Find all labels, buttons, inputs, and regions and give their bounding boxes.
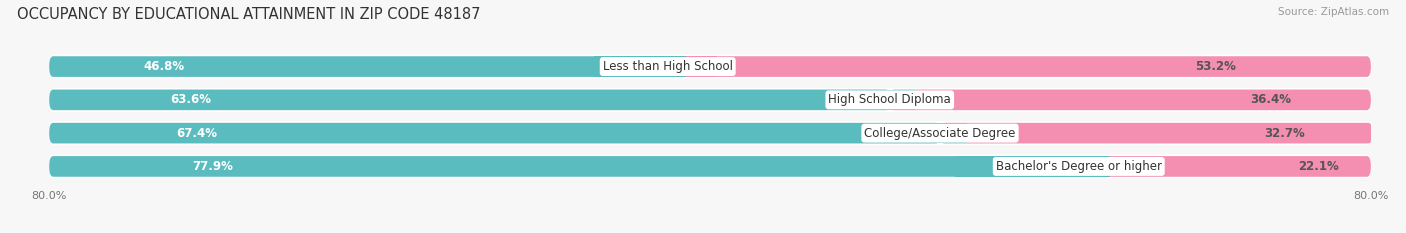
FancyBboxPatch shape	[890, 89, 1371, 110]
Text: 67.4%: 67.4%	[176, 127, 217, 140]
Bar	[612, 56, 717, 77]
Bar	[834, 123, 967, 144]
Text: Less than High School: Less than High School	[603, 60, 733, 73]
FancyBboxPatch shape	[49, 56, 668, 77]
FancyBboxPatch shape	[49, 154, 1371, 178]
Text: Source: ZipAtlas.com: Source: ZipAtlas.com	[1278, 7, 1389, 17]
Bar	[789, 89, 915, 110]
Bar	[955, 156, 1109, 177]
Text: 32.7%: 32.7%	[1264, 127, 1305, 140]
FancyBboxPatch shape	[49, 89, 890, 110]
Bar	[1056, 156, 1099, 177]
Text: 63.6%: 63.6%	[170, 93, 211, 106]
FancyBboxPatch shape	[49, 88, 1371, 112]
FancyBboxPatch shape	[1078, 156, 1371, 177]
Text: Bachelor's Degree or higher: Bachelor's Degree or higher	[995, 160, 1161, 173]
Bar	[905, 123, 970, 144]
Bar	[593, 56, 686, 77]
Text: 36.4%: 36.4%	[1250, 93, 1292, 106]
Text: College/Associate Degree: College/Associate Degree	[865, 127, 1015, 140]
FancyBboxPatch shape	[49, 121, 1371, 145]
Text: OCCUPANCY BY EDUCATIONAL ATTAINMENT IN ZIP CODE 48187: OCCUPANCY BY EDUCATIONAL ATTAINMENT IN Z…	[17, 7, 481, 22]
FancyBboxPatch shape	[668, 56, 1371, 77]
Text: High School Diploma: High School Diploma	[828, 93, 950, 106]
Text: 77.9%: 77.9%	[193, 160, 233, 173]
Text: 46.8%: 46.8%	[143, 60, 184, 73]
FancyBboxPatch shape	[49, 55, 1371, 79]
FancyBboxPatch shape	[49, 123, 941, 144]
Bar	[851, 89, 924, 110]
FancyBboxPatch shape	[941, 123, 1372, 144]
FancyBboxPatch shape	[49, 156, 1078, 177]
Text: 53.2%: 53.2%	[1195, 60, 1236, 73]
Text: 22.1%: 22.1%	[1298, 160, 1339, 173]
